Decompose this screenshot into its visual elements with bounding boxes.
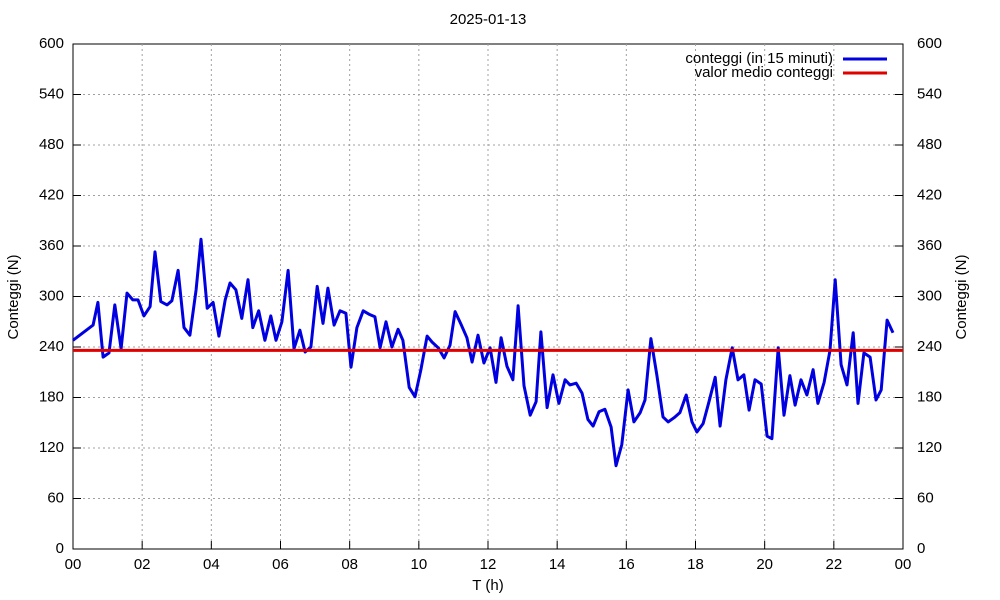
legend-label: valor medio conteggi xyxy=(695,64,833,81)
y-tick-label: 120 xyxy=(39,439,64,456)
y-tick-label: 0 xyxy=(56,540,64,557)
y2-tick-label: 360 xyxy=(917,237,942,254)
y2-tick-label: 120 xyxy=(917,439,942,456)
y2-tick-label: 540 xyxy=(917,85,942,102)
x-tick-label: 04 xyxy=(203,556,220,573)
x-tick-label: 00 xyxy=(895,556,912,573)
y2-tick-label: 60 xyxy=(917,489,934,506)
x-axis-label: T (h) xyxy=(472,577,503,594)
x-tick-label: 14 xyxy=(549,556,566,573)
y2-tick-label: 420 xyxy=(917,186,942,203)
x-tick-label: 12 xyxy=(480,556,497,573)
y-tick-label: 360 xyxy=(39,237,64,254)
x-tick-label: 18 xyxy=(687,556,704,573)
x-tick-label: 02 xyxy=(134,556,151,573)
x-tick-label: 10 xyxy=(410,556,427,573)
x-tick-label: 06 xyxy=(272,556,289,573)
y2-tick-label: 240 xyxy=(917,338,942,355)
x-tick-label: 20 xyxy=(756,556,773,573)
data-line xyxy=(72,237,895,468)
y2-tick-label: 300 xyxy=(917,287,942,304)
legend-label: conteggi (in 15 minuti) xyxy=(685,50,833,67)
y2-axis-label: Conteggi (N) xyxy=(953,254,970,339)
chart-title: 2025-01-13 xyxy=(450,11,527,28)
y-tick-label: 300 xyxy=(39,287,64,304)
y-tick-label: 480 xyxy=(39,136,64,153)
y2-tick-label: 0 xyxy=(917,540,925,557)
y2-tick-label: 600 xyxy=(917,35,942,52)
x-tick-label: 22 xyxy=(825,556,842,573)
y2-tick-label: 480 xyxy=(917,136,942,153)
y-tick-label: 180 xyxy=(39,388,64,405)
y-tick-label: 60 xyxy=(47,489,64,506)
x-tick-label: 16 xyxy=(618,556,635,573)
y2-tick-label: 180 xyxy=(917,388,942,405)
y-tick-label: 540 xyxy=(39,85,64,102)
y-axis-label: Conteggi (N) xyxy=(5,254,22,339)
y-tick-label: 600 xyxy=(39,35,64,52)
x-tick-label: 00 xyxy=(65,556,82,573)
y-tick-label: 240 xyxy=(39,338,64,355)
x-tick-label: 08 xyxy=(341,556,358,573)
y-tick-label: 420 xyxy=(39,186,64,203)
